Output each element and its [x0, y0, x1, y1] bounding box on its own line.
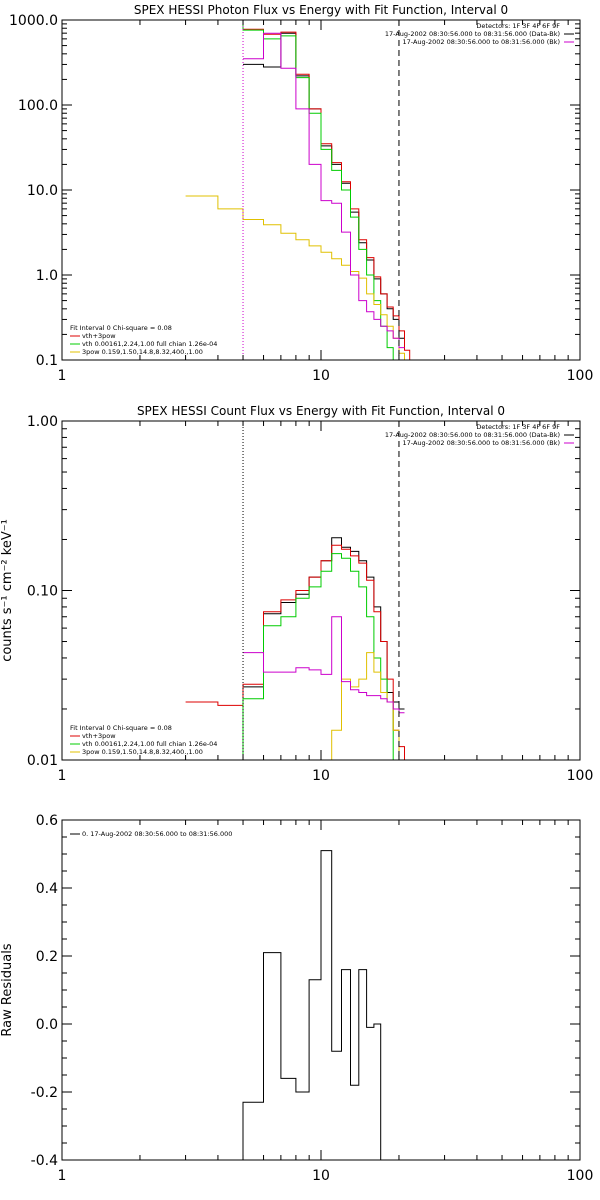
y-axis-label: Raw Residuals [0, 943, 15, 1036]
fit-info-text: Fit Interval 0 Chi-square = 0.08 [70, 724, 172, 732]
legend-text: 17-Aug-2002 08:30:56.000 to 08:31:56.000… [385, 431, 560, 439]
y-tick-label: 10.0 [27, 183, 58, 199]
y-tick-label: 100.0 [18, 98, 58, 114]
x-tick-label: 100 [567, 368, 594, 384]
y-tick-label: 0.0 [36, 1017, 58, 1033]
series-line-1 [242, 850, 405, 1160]
residual-legend-text: 0. 17-Aug-2002 08:30:56.000 to 08:31:56.… [82, 830, 232, 838]
legend-text: 17-Aug-2002 08:30:56.000 to 08:31:56.000… [385, 30, 560, 38]
x-tick-label: 1 [58, 768, 67, 784]
chart-panel-3: 1 10 100 -0.4 -0.2 0.0 0.2 0.4 0.6 Raw Residuals 0… [0, 813, 593, 1184]
series-line-5 [243, 616, 405, 714]
y-tick-label: 0.1 [36, 353, 58, 369]
chart-title: SPEX HESSI Photon Flux vs Energy with Fi… [134, 3, 508, 17]
legend-text: 17-Aug-2002 08:30:56.000 to 08:31:56.000… [403, 38, 560, 46]
legend-text: 17-Aug-2002 08:30:56.000 to 08:31:56.000… [403, 439, 560, 447]
fit-info-text: vth+3pow [82, 732, 116, 740]
fit-info-text: vth 0.00161,2.24,1.00 full chian 1.26e-0… [82, 740, 217, 748]
y-tick-label: 1000.0 [9, 13, 58, 29]
x-tick-label: 10 [312, 368, 330, 384]
x-tick-label: 10 [312, 768, 330, 784]
chart-title: SPEX HESSI Count Flux vs Energy with Fit… [137, 404, 505, 418]
fit-info-text: 3pow 0.159,1.50,14.8,8.32,400.,1.00 [82, 348, 203, 356]
x-tick-label: 1 [58, 368, 67, 384]
y-tick-label: 1.0 [36, 268, 58, 284]
series-line-4 [185, 652, 415, 760]
legend-text: Detectors: 1F 3F 4F 6F 9F [476, 423, 560, 431]
y-tick-label: 1.00 [27, 414, 58, 430]
chart-panel-2: 1 10 100 0.01 0.10 1.00 SPEX HESSI Count Flux … [0, 404, 593, 784]
legend-text: Detectors: 1F 3F 4F 6F 9F [476, 22, 560, 30]
y-tick-label: -0.2 [31, 1085, 58, 1101]
y-tick-label: 0.6 [36, 813, 58, 829]
y-tick-label: -0.4 [31, 1153, 58, 1169]
x-tick-label: 10 [312, 1168, 330, 1184]
y-tick-label: 0.10 [27, 584, 58, 600]
x-tick-label: 100 [567, 1168, 594, 1184]
fit-info-text: vth+3pow [82, 332, 116, 340]
chart-panel-1: 1 10 100 0.1 1.0 10.0 100.0 1000.0 SPEX HESSI Ph… [9, 3, 594, 384]
y-tick-label: 0.4 [36, 881, 58, 897]
fit-info-text: 3pow 0.159,1.50,14.8,8.32,400.,1.00 [82, 748, 203, 756]
fit-info-text: vth 0.00161,2.24,1.00 full chian 1.26e-0… [82, 340, 217, 348]
x-tick-label: 100 [567, 768, 594, 784]
series-line-5 [243, 32, 405, 349]
y-tick-label: 0.01 [27, 753, 58, 769]
y-tick-label: 0.2 [36, 949, 58, 965]
y-axis-label: counts s⁻¹ cm⁻² keV⁻¹ [0, 519, 15, 662]
x-tick-label: 1 [58, 1168, 67, 1184]
fit-info-text: Fit Interval 0 Chi-square = 0.08 [70, 324, 172, 332]
